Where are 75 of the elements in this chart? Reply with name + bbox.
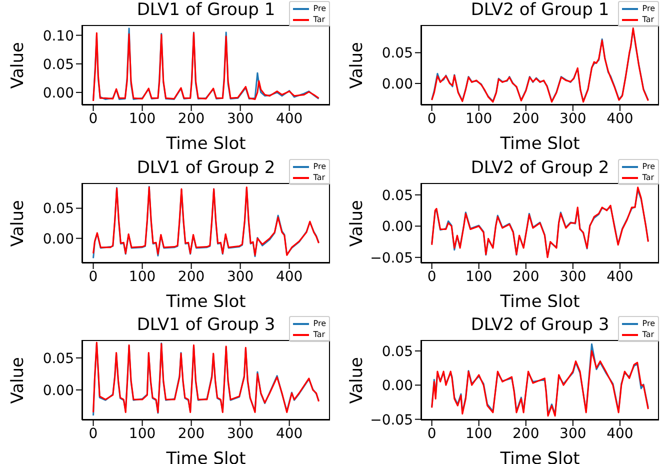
x-tick-label: 0 <box>88 268 98 285</box>
x-tick-label: 100 <box>465 426 492 442</box>
x-tick-label: 0 <box>88 110 98 127</box>
x-tick-label: 400 <box>276 268 303 285</box>
y-axis-title: Value <box>8 200 28 246</box>
legend-label: Tar <box>313 173 326 182</box>
x-axis-title: Time Slot <box>499 292 580 312</box>
x-tick-label: 0 <box>427 110 436 127</box>
y-tick-label: 0.05 <box>42 201 74 218</box>
y-tick-label: 0.00 <box>382 76 413 92</box>
chart-title: DLV1 of Group 2 <box>136 158 276 178</box>
y-tick-label: 0.05 <box>382 188 413 204</box>
y-tick-label: 0.05 <box>382 344 413 360</box>
y-tick-label: 0.05 <box>382 46 413 62</box>
chart-title: DLV1 of Group 3 <box>136 315 276 335</box>
legend-label: Pre <box>642 4 655 13</box>
y-tick-label: 0.00 <box>42 231 74 248</box>
x-axis-title: Time Slot <box>165 292 246 312</box>
x-tick-label: 300 <box>226 110 254 127</box>
y-tick-label: 0.00 <box>382 378 413 394</box>
y-tick-label: 0.10 <box>42 28 74 44</box>
x-tick-label: 300 <box>560 110 586 127</box>
chart-title: DLV1 of Group 1 <box>136 0 276 20</box>
y-tick-label: −0.05 <box>370 250 413 266</box>
x-tick-label: 300 <box>226 426 254 442</box>
x-tick-label: 0 <box>427 268 436 285</box>
x-tick-label: 300 <box>560 268 586 285</box>
x-tick-label: 300 <box>226 268 254 285</box>
x-axis-title: Time Slot <box>499 449 580 464</box>
x-tick-label: 200 <box>178 268 205 285</box>
x-tick-label: 400 <box>276 426 303 442</box>
x-axis-title: Time Slot <box>165 134 246 154</box>
x-tick-label: 200 <box>178 110 205 127</box>
y-axis-title: Value <box>347 42 367 88</box>
x-tick-label: 400 <box>606 110 634 127</box>
y-axis-title: Value <box>8 356 28 404</box>
x-tick-label: 400 <box>276 110 303 127</box>
x-tick-label: 100 <box>128 268 156 285</box>
x-axis-title: Time Slot <box>499 134 580 154</box>
legend-label: Tar <box>642 15 654 24</box>
y-tick-label: 0.05 <box>42 350 74 367</box>
chart-title: DLV2 of Group 1 <box>470 0 610 20</box>
y-axis-title: Value <box>8 42 28 88</box>
y-tick-label: 0.00 <box>42 382 74 399</box>
legend-label: Pre <box>642 319 655 328</box>
x-tick-label: 400 <box>606 426 634 442</box>
legend-label: Pre <box>313 4 326 13</box>
x-tick-label: 100 <box>128 110 156 127</box>
y-tick-label: 0.05 <box>42 56 74 73</box>
y-axis-title: Value <box>347 200 367 246</box>
y-tick-label: 0.00 <box>382 219 413 236</box>
legend-label: Tar <box>313 330 326 339</box>
chart-title: DLV2 of Group 3 <box>470 315 610 335</box>
y-axis-title: Value <box>347 356 367 404</box>
legend-label: Tar <box>642 330 654 339</box>
x-tick-label: 0 <box>427 426 436 442</box>
x-tick-label: 100 <box>465 268 492 285</box>
legend-label: Tar <box>642 173 654 182</box>
y-tick-label: 0.00 <box>42 85 74 102</box>
x-tick-label: 100 <box>128 426 156 442</box>
x-tick-label: 300 <box>560 426 586 442</box>
x-tick-label: 200 <box>178 426 205 442</box>
legend-label: Pre <box>642 162 655 171</box>
x-tick-label: 400 <box>606 268 634 285</box>
x-tick-label: 100 <box>465 110 492 127</box>
chart-title: DLV2 of Group 2 <box>470 158 610 178</box>
x-tick-label: 200 <box>512 110 540 127</box>
legend-label: Pre <box>313 319 326 328</box>
x-tick-label: 200 <box>512 426 540 442</box>
legend-label: Tar <box>313 15 326 24</box>
x-tick-label: 200 <box>512 268 540 285</box>
legend-label: Pre <box>313 162 326 171</box>
y-tick-label: −0.05 <box>370 412 413 428</box>
x-axis-title: Time Slot <box>165 449 246 464</box>
x-tick-label: 0 <box>88 426 98 442</box>
